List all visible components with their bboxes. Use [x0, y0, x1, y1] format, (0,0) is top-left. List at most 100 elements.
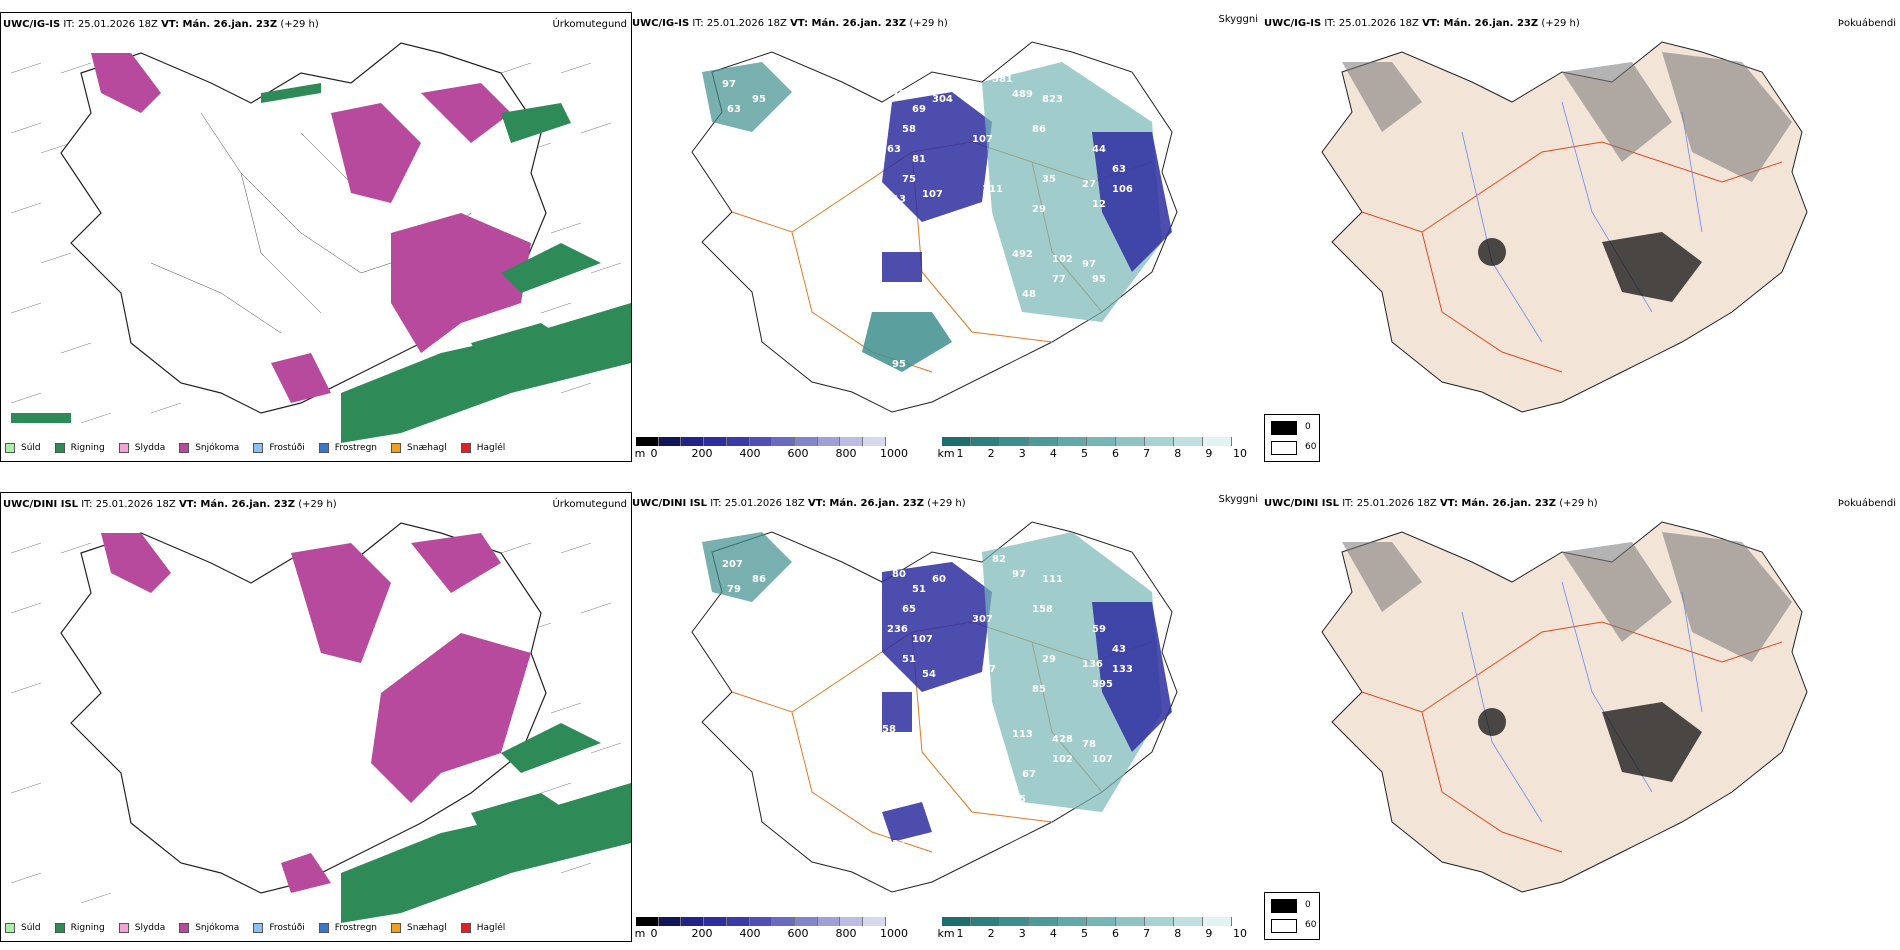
- product-title-precip-2: Úrkomutegund: [552, 499, 627, 510]
- colorbar-tick: 9: [1205, 927, 1213, 940]
- precip-type-panel-1: UWC/IG-IS IT: 25.01.2026 18Z VT: Mán. 26…: [0, 12, 632, 462]
- colorbar-tick: 6: [1112, 447, 1120, 460]
- visibility-value: 75: [902, 174, 916, 185]
- visibility-value: 85: [1032, 684, 1046, 695]
- legend-swatch: [391, 443, 402, 453]
- panel-header-2: UWC/IG-IS IT: 25.01.2026 18Z VT: Mán. 26…: [632, 18, 948, 29]
- visibility-value: 78: [1082, 739, 1096, 750]
- colorbar-cell: [1029, 917, 1058, 926]
- iceland-visibility-map-2: 207 86 79 80 51 60 82 97 111 65 236 307 158 59 107 43 51…: [691, 521, 1178, 893]
- colorbar-tick: 800: [835, 447, 857, 460]
- visibility-value: 84: [882, 244, 896, 255]
- panel-header-3: UWC/IG-IS IT: 25.01.2026 18Z VT: Mán. 26…: [1264, 18, 1580, 29]
- legend-label: Snjókoma: [195, 443, 240, 453]
- colorbar-cell: [749, 437, 773, 446]
- visibility-value: 86: [752, 574, 766, 585]
- legend-label: Snæhagl: [407, 443, 447, 453]
- visibility-value: 79: [727, 584, 741, 595]
- visibility-value: 81: [987, 729, 1001, 740]
- legend-label: Frostúði: [269, 923, 305, 933]
- legend-label: Frostúði: [269, 443, 305, 453]
- visibility-colorbar-1: [942, 437, 1232, 446]
- legend-label: Haglél: [476, 443, 506, 453]
- visibility-value: 111: [1042, 574, 1063, 585]
- colorbar-cell: [863, 437, 886, 446]
- product-title-precip-1: Úrkomutegund: [552, 19, 627, 30]
- visibility-value: 97: [722, 79, 736, 90]
- visibility-value: 67: [1022, 769, 1036, 780]
- visibility-value: 63: [1112, 164, 1126, 175]
- colorbar-cell: [658, 917, 682, 926]
- legend-item-4: Frostúði: [253, 923, 305, 933]
- visibility-value: 58: [882, 724, 896, 735]
- colorbar-unit: m: [634, 447, 646, 460]
- colorbar-tick: 1000: [880, 447, 908, 460]
- legend-item-6: Snæhagl: [391, 923, 447, 933]
- legend-label: Rigning: [70, 923, 105, 933]
- visibility-value: 236: [887, 624, 908, 635]
- legend-swatch: [5, 443, 15, 453]
- visibility-value: 102: [1052, 254, 1073, 265]
- colorbar-cell: [681, 437, 705, 446]
- iceland-precip-map-1: [10, 42, 631, 443]
- visibility-value: 37: [892, 839, 906, 850]
- colorbar-cell: [795, 917, 818, 926]
- visibility-value: 75: [1012, 794, 1026, 805]
- colorbar-unit: km: [937, 927, 955, 940]
- visibility-value: 428: [1052, 734, 1073, 745]
- visibility-value: 13: [892, 194, 906, 205]
- legend-swatch: [118, 923, 129, 933]
- precip-legend-1: Súld Rigning Slydda Snjókoma Frostúði Frostre…: [5, 443, 519, 453]
- ceiling-colorbar-2: [636, 917, 886, 926]
- colorbar-tick: 4: [1049, 447, 1057, 460]
- visibility-value: 51: [912, 584, 926, 595]
- legend-item-7: Haglél: [460, 923, 505, 933]
- visibility-value: 489: [1012, 89, 1033, 100]
- visibility-value: 95: [752, 94, 766, 105]
- colorbar-cell: [1145, 917, 1174, 926]
- visibility-value: 63: [887, 144, 901, 155]
- colorbar-cell: [636, 917, 659, 926]
- visibility-value: 35: [1042, 174, 1056, 185]
- legend-swatch: [253, 443, 264, 453]
- colorbar-tick: 10: [1233, 447, 1247, 460]
- fog-key-high-label: 0: [1305, 900, 1311, 910]
- colorbar-tick: 400: [739, 447, 761, 460]
- visibility-value: 60: [932, 574, 946, 585]
- fog-key-high-swatch: [1271, 899, 1297, 913]
- rain-areas: [11, 83, 631, 443]
- visibility-value: 12: [1092, 199, 1106, 210]
- visibility-value: 65: [902, 604, 916, 615]
- colorbar-cell: [726, 437, 750, 446]
- legend-label: Súld: [21, 443, 41, 453]
- colorbar-cell: [704, 437, 727, 446]
- iceland-fog-map-2: [1321, 521, 1808, 893]
- colorbar-cell: [1000, 437, 1029, 446]
- legend-item-7: Haglél: [460, 443, 506, 453]
- colorbar-cell: [1145, 437, 1174, 446]
- colorbar-cell: [636, 437, 659, 446]
- visibility-value: 43: [1112, 644, 1126, 655]
- visibility-value: 51: [902, 654, 916, 665]
- colorbar-tick: 9: [1205, 447, 1213, 460]
- colorbar-cell: [840, 437, 864, 446]
- colorbar-cell: [942, 917, 971, 926]
- colorbar-cell: [658, 437, 682, 446]
- visibility-value: 106: [1112, 184, 1133, 195]
- visibility-value: 581: [992, 74, 1013, 85]
- legend-item-0: Súld: [5, 923, 41, 933]
- visibility-value: 133: [1112, 664, 1133, 675]
- fog-key-2: 0 60: [1264, 892, 1320, 940]
- colorbar-cell: [749, 917, 773, 926]
- visibility-values-2: 207 86 79 80 51 60 82 97 111 65 236 307 158 59 107 43 51…: [722, 554, 1133, 870]
- visibility-colorbar-labels-2: km 1 2 3 4 5 6 7 8 9 10: [937, 927, 1247, 941]
- colorbar-tick: 200: [691, 927, 713, 940]
- legend-label: Rigning: [70, 443, 105, 453]
- colorbar-tick: 4: [1049, 927, 1057, 940]
- legend-item-6: Snæhagl: [391, 443, 447, 453]
- visibility-value: 595: [1092, 679, 1113, 690]
- panel-header-6: UWC/DINI ISL IT: 25.01.2026 18Z VT: Mán.…: [1264, 498, 1598, 509]
- visibility-value: 107: [1092, 754, 1113, 765]
- colorbar-tick: 1000: [880, 927, 908, 940]
- low-cloud-areas: [702, 62, 1172, 372]
